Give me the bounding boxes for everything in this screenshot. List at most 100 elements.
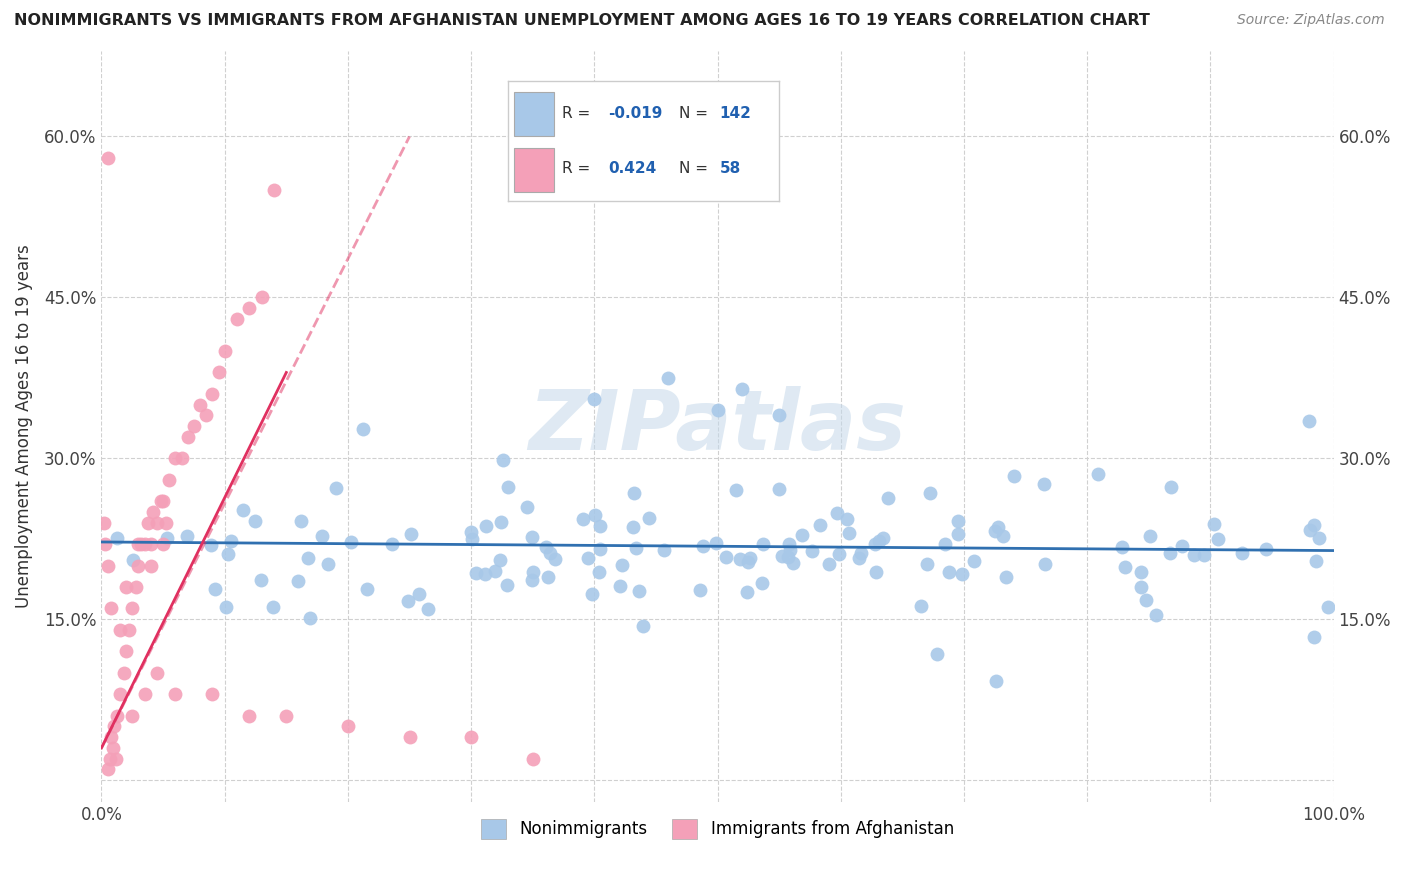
Point — [1206, 533, 1229, 547]
Point — [994, 570, 1017, 584]
Point — [623, 486, 645, 500]
Point — [408, 587, 430, 601]
Point — [537, 570, 560, 584]
Point — [1308, 531, 1330, 545]
Point — [863, 537, 886, 551]
Point — [311, 529, 333, 543]
Point — [489, 552, 512, 566]
Point — [396, 593, 419, 607]
Point — [461, 532, 484, 546]
Point — [609, 579, 631, 593]
Point — [516, 500, 538, 515]
Point — [1170, 539, 1192, 553]
Point — [725, 483, 748, 497]
Point — [1160, 480, 1182, 494]
Point — [1299, 523, 1322, 537]
Point — [828, 547, 851, 561]
Point — [768, 483, 790, 497]
Point — [127, 558, 149, 573]
Point — [98, 752, 121, 766]
Point — [125, 580, 148, 594]
Point — [963, 554, 986, 568]
Point — [112, 665, 135, 680]
Y-axis label: Unemployment Among Ages 16 to 19 years: Unemployment Among Ages 16 to 19 years — [15, 244, 32, 608]
Point — [94, 537, 117, 551]
Point — [217, 548, 239, 562]
Point — [737, 556, 759, 570]
Point — [152, 537, 174, 551]
Point — [290, 514, 312, 528]
Point — [572, 512, 595, 526]
Point — [142, 505, 165, 519]
Point — [637, 511, 659, 525]
Point — [207, 366, 229, 380]
Point — [728, 552, 751, 566]
Legend: Nonimmigrants, Immigrants from Afghanistan: Nonimmigrants, Immigrants from Afghanist… — [474, 812, 960, 846]
Point — [751, 576, 773, 591]
Point — [657, 371, 679, 385]
Point — [352, 422, 374, 436]
Point — [232, 503, 254, 517]
Point — [986, 520, 1008, 534]
Point — [692, 539, 714, 553]
Point — [146, 516, 169, 530]
Point — [534, 540, 557, 554]
Point — [416, 602, 439, 616]
Point — [1033, 476, 1056, 491]
Point — [195, 409, 218, 423]
Point — [1087, 467, 1109, 481]
Point — [127, 537, 149, 551]
Point — [872, 531, 894, 545]
Point — [474, 567, 496, 582]
Point — [97, 763, 120, 777]
Point — [276, 708, 298, 723]
Point — [731, 382, 754, 396]
Point — [183, 419, 205, 434]
Point — [263, 183, 285, 197]
Point — [238, 301, 260, 315]
Point — [628, 584, 651, 599]
Point — [105, 531, 128, 545]
Point — [915, 558, 938, 572]
Point — [1192, 549, 1215, 563]
Point — [100, 601, 122, 615]
Point — [538, 546, 561, 560]
Point — [652, 542, 675, 557]
Point — [925, 647, 948, 661]
Point — [1202, 516, 1225, 531]
Point — [115, 644, 138, 658]
Point — [583, 508, 606, 523]
Text: Source: ZipAtlas.com: Source: ZipAtlas.com — [1237, 13, 1385, 28]
Point — [155, 516, 177, 530]
Point — [495, 578, 517, 592]
Point — [1182, 548, 1205, 562]
Point — [706, 403, 728, 417]
Point — [1130, 565, 1153, 579]
Point — [1114, 560, 1136, 574]
Point — [129, 537, 152, 551]
Point — [522, 574, 544, 588]
Point — [589, 542, 612, 557]
Point — [1135, 593, 1157, 607]
Point — [934, 537, 956, 551]
Point — [738, 550, 761, 565]
Point — [876, 491, 898, 505]
Point — [226, 311, 249, 326]
Point — [588, 519, 610, 533]
Point — [250, 290, 273, 304]
Point — [146, 665, 169, 680]
Point — [737, 585, 759, 599]
Point — [808, 518, 831, 533]
Point — [474, 519, 496, 533]
Point — [299, 611, 322, 625]
Point — [484, 564, 506, 578]
Point — [496, 479, 519, 493]
Point — [238, 708, 260, 723]
Point — [117, 623, 139, 637]
Point — [631, 619, 654, 633]
Point — [122, 553, 145, 567]
Point — [851, 545, 873, 559]
Point — [139, 537, 162, 551]
Point — [1144, 607, 1167, 622]
Point — [381, 536, 404, 550]
